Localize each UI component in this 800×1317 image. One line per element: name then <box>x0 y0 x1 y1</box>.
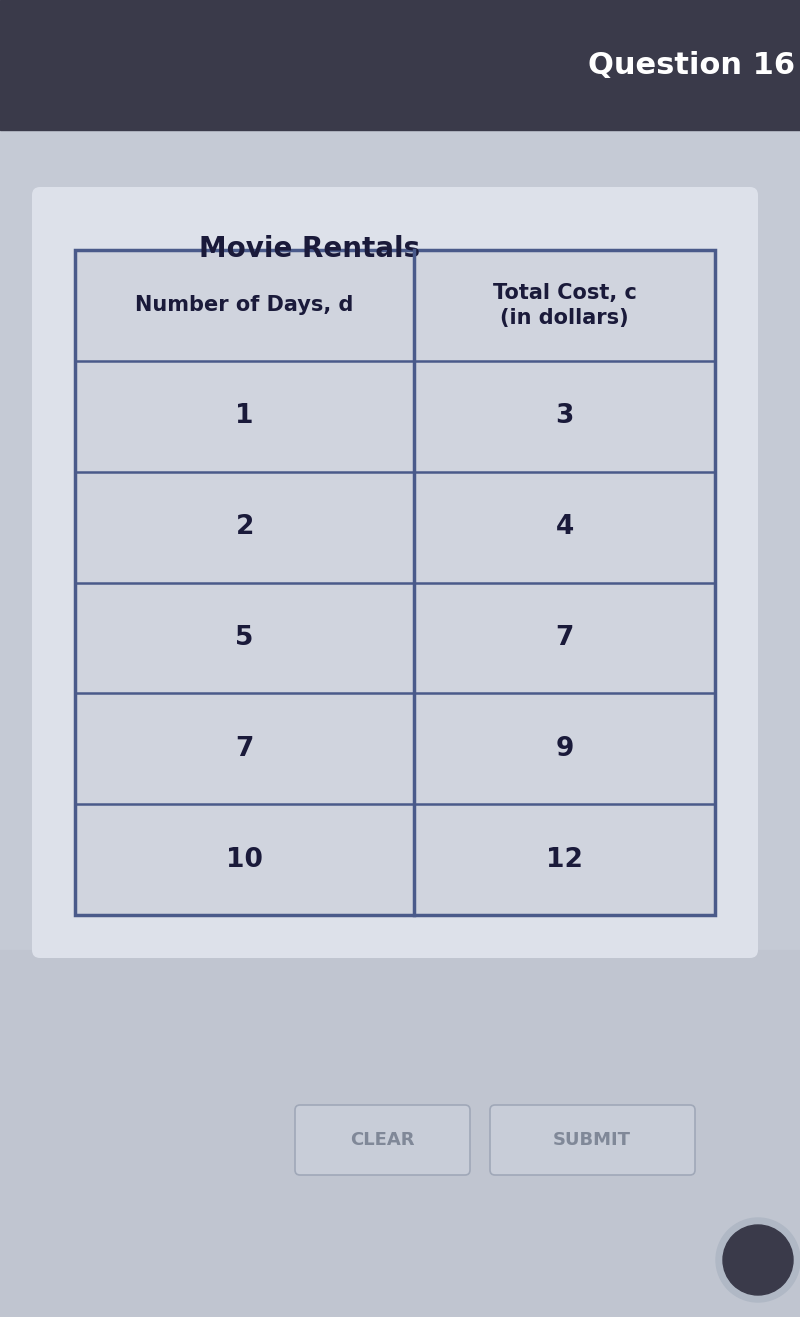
Text: 3: 3 <box>555 403 574 429</box>
Text: 4: 4 <box>555 514 574 540</box>
Text: 1: 1 <box>235 403 254 429</box>
Text: 5: 5 <box>235 626 254 651</box>
Text: SUBMIT: SUBMIT <box>553 1131 631 1148</box>
FancyBboxPatch shape <box>295 1105 470 1175</box>
Text: CLEAR: CLEAR <box>350 1131 414 1148</box>
Text: Number of Days, d: Number of Days, d <box>135 295 354 315</box>
Text: Question 16: Question 16 <box>588 50 795 79</box>
Circle shape <box>716 1218 800 1303</box>
Text: 2: 2 <box>235 514 254 540</box>
Text: 12: 12 <box>546 847 583 873</box>
Bar <box>0 950 800 1317</box>
Text: 10: 10 <box>226 847 263 873</box>
Text: Movie Rentals: Movie Rentals <box>199 234 420 263</box>
Circle shape <box>723 1225 793 1295</box>
Text: 7: 7 <box>235 736 254 761</box>
FancyBboxPatch shape <box>490 1105 695 1175</box>
FancyBboxPatch shape <box>32 187 758 957</box>
Text: 9: 9 <box>555 736 574 761</box>
Text: Total Cost, c
(in dollars): Total Cost, c (in dollars) <box>493 283 637 328</box>
Bar <box>75 250 715 915</box>
Text: 7: 7 <box>555 626 574 651</box>
Bar <box>0 0 800 130</box>
